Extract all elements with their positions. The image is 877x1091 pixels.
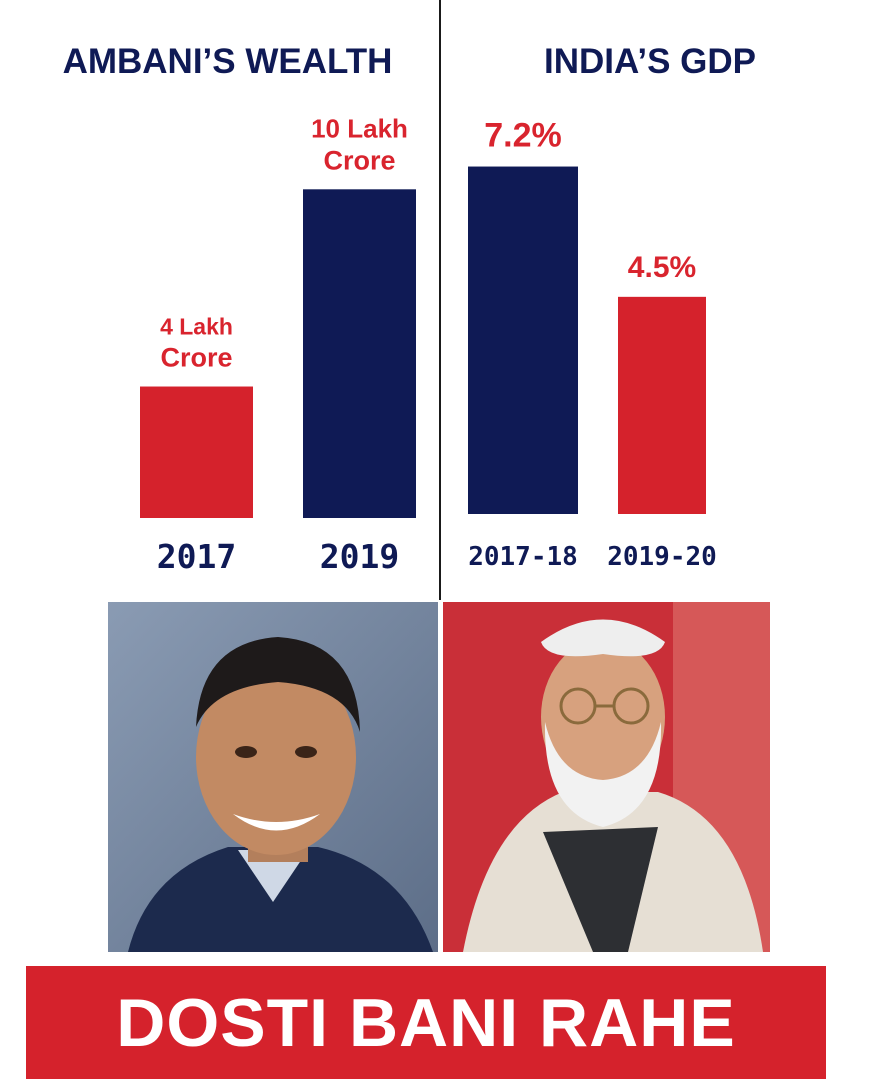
wealth-chart-title: AMBANI’S WEALTH — [62, 42, 393, 81]
modi-photo — [443, 602, 770, 952]
ambani-photo — [108, 602, 438, 952]
category-label: 2019-20 — [607, 542, 717, 572]
bar-wealth-2017 — [140, 386, 253, 518]
data-label: 4.5% — [628, 251, 696, 284]
center-divider — [439, 0, 441, 600]
data-label: 10 Lakh — [311, 113, 408, 143]
category-label: 2017-18 — [468, 542, 578, 572]
banner-text: DOSTI BANI RAHE — [116, 984, 736, 1061]
data-label: 4 Lakh — [160, 314, 233, 340]
category-label: 2017 — [157, 537, 236, 576]
bar-wealth-2019 — [303, 189, 416, 518]
bar-gdp-2017-18 — [468, 166, 578, 514]
bar-gdp-2019-20 — [618, 296, 706, 514]
data-label: Crore — [323, 145, 395, 175]
category-label: 2019 — [320, 537, 399, 576]
data-label: Crore — [160, 343, 232, 373]
bottom-banner: DOSTI BANI RAHE — [26, 966, 826, 1079]
data-label: 7.2% — [484, 117, 562, 155]
gdp-chart-title: INDIA’S GDP — [544, 42, 756, 81]
